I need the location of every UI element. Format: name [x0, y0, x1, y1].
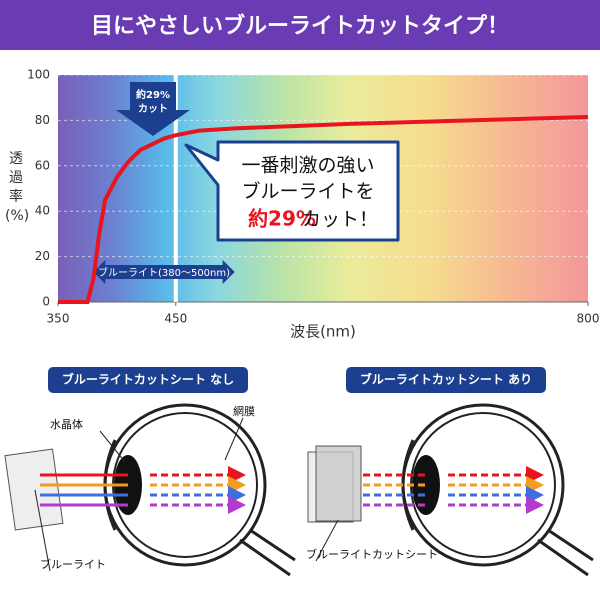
leader — [99, 430, 126, 463]
part-label: ブルーライト — [40, 557, 106, 571]
diagram-label: ブルーライトカットシート あり — [360, 372, 532, 387]
cut-marker-text: 約29% — [136, 88, 170, 101]
leader — [34, 489, 51, 572]
lens — [412, 455, 440, 515]
x-tick-label: 450 — [164, 312, 187, 326]
callout-text: ブルーライトを — [241, 180, 374, 203]
part-label: 水晶体 — [50, 417, 83, 431]
cut-marker-arrow — [116, 82, 190, 136]
cut-marker-text: カット — [138, 103, 168, 115]
band-label: ブルーライト(380〜500nm) — [98, 266, 230, 279]
y-tick-label: 0 — [42, 295, 50, 309]
x-axis-label: 波長(nm) — [290, 323, 356, 341]
optic-nerve — [239, 528, 296, 577]
screen — [4, 448, 64, 531]
y-tick-label: 40 — [35, 204, 50, 218]
y-tick-label: 100 — [27, 68, 50, 82]
optic-nerve — [537, 528, 594, 577]
diagram-label-box — [346, 367, 546, 393]
x-tick-label: 800 — [577, 312, 600, 326]
diagram-label-box — [48, 367, 248, 393]
band-arrow — [93, 260, 235, 284]
callout-highlight: 約29% — [248, 207, 316, 231]
callout-text: 一番刺激の強い — [241, 155, 374, 177]
y-axis-label: 透過率(%) — [5, 151, 30, 224]
x-tick-label: 350 — [47, 312, 70, 326]
y-axis-label-box: 透過率(%) — [5, 151, 30, 224]
cut-sheet — [315, 445, 362, 522]
part-label: ブルーライトカットシート — [306, 547, 438, 561]
callout-text: カット！ — [302, 209, 378, 231]
callout — [184, 140, 400, 242]
y-tick-label: 80 — [35, 113, 50, 127]
y-tick-label: 60 — [35, 158, 50, 172]
header-title: 目にやさしいブルーライトカットタイプ！ — [91, 13, 509, 39]
part-label: 網膜 — [233, 404, 255, 418]
header-bar — [0, 0, 600, 50]
leader — [315, 519, 339, 562]
y-tick-label: 20 — [35, 249, 50, 263]
diagram-label: ブルーライトカットシート なし — [62, 372, 234, 387]
leader — [224, 417, 244, 461]
data-line — [58, 114, 589, 304]
